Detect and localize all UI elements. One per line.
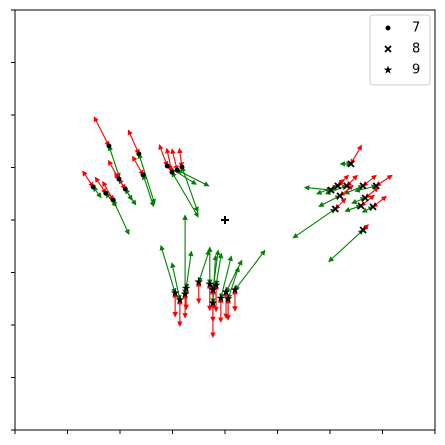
green-arrow <box>292 208 337 239</box>
green-arrow <box>316 184 339 195</box>
point <box>211 280 221 289</box>
point <box>223 294 233 303</box>
red-arrow <box>170 148 179 172</box>
green-arrow <box>107 145 121 179</box>
point <box>181 283 191 292</box>
green-arrow <box>226 266 240 300</box>
point <box>103 190 109 196</box>
green-arrow <box>318 195 341 207</box>
red-arrow <box>350 144 362 165</box>
red-arrow <box>158 144 169 167</box>
point <box>122 186 128 192</box>
green-arrow <box>184 250 194 290</box>
point <box>90 184 96 190</box>
legend-label: 7 <box>412 21 420 36</box>
legend-marker <box>383 65 393 74</box>
point <box>180 289 190 298</box>
point <box>357 202 365 210</box>
point <box>347 160 355 168</box>
point <box>116 176 122 182</box>
green-arrow <box>344 204 362 213</box>
red-arrow <box>132 155 144 176</box>
point <box>361 194 369 202</box>
point <box>372 182 380 190</box>
red-arrow <box>82 170 94 188</box>
legend: 7 8 9 <box>369 14 431 86</box>
point <box>343 182 351 190</box>
legend-box <box>369 14 431 86</box>
red-arrow <box>165 147 174 174</box>
green-arrow <box>124 188 137 206</box>
center-point <box>221 216 229 224</box>
point <box>221 287 231 296</box>
red-arrow <box>102 180 114 201</box>
point <box>136 151 142 157</box>
green-arrow <box>141 173 155 208</box>
green-arrow <box>170 262 182 301</box>
green-arrow <box>328 229 364 263</box>
point <box>179 164 185 170</box>
point <box>175 295 185 304</box>
green-arrow <box>234 249 266 291</box>
red-arrow <box>127 129 140 155</box>
green-arrow <box>197 249 211 283</box>
red-arrow <box>177 147 185 168</box>
point <box>336 192 344 200</box>
point <box>327 186 335 194</box>
legend-label: 9 <box>412 63 420 78</box>
point <box>174 167 180 173</box>
point <box>216 293 226 302</box>
point <box>170 288 180 297</box>
point <box>230 285 240 294</box>
point <box>106 143 112 149</box>
point <box>208 298 218 307</box>
green-arrow <box>225 259 243 293</box>
legend-marker <box>384 45 392 53</box>
point <box>194 277 204 286</box>
point <box>208 285 218 294</box>
red-arrow <box>93 116 110 147</box>
point <box>140 172 146 178</box>
point <box>110 197 116 203</box>
point <box>331 205 339 213</box>
legend-label: 8 <box>412 42 420 57</box>
point <box>359 226 367 234</box>
green-arrow <box>180 166 199 213</box>
point <box>205 279 215 288</box>
point <box>369 203 377 211</box>
point <box>169 169 175 175</box>
point <box>334 182 342 190</box>
green-arrow <box>210 254 219 304</box>
green-arrow <box>176 169 210 187</box>
point <box>164 163 170 169</box>
green-arrow <box>112 199 130 236</box>
point <box>359 182 367 190</box>
legend-marker <box>385 25 391 31</box>
green-arrow <box>137 152 156 205</box>
